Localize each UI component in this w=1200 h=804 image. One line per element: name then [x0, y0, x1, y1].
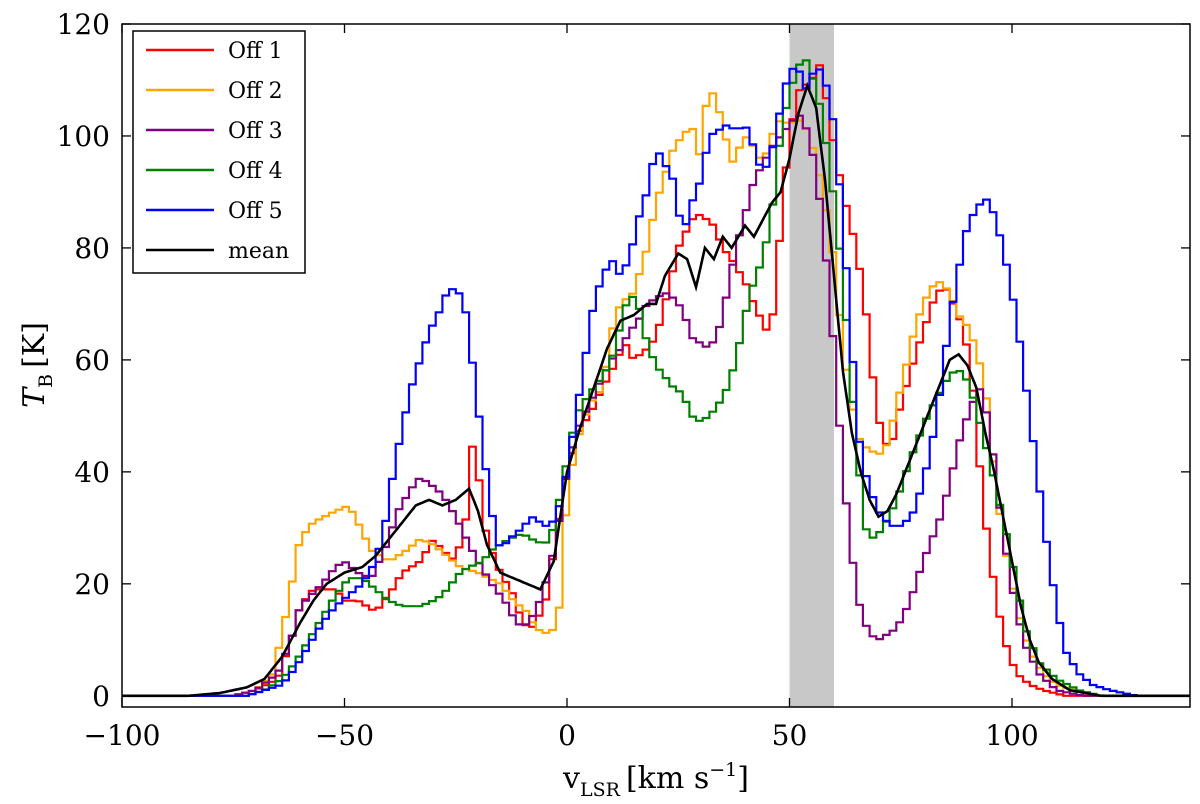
- y-tick-label: 0: [92, 680, 110, 713]
- series-line-off-5: [122, 67, 1190, 697]
- x-tick-label: −100: [84, 719, 161, 752]
- legend-label: Off 4: [228, 159, 283, 184]
- plot-frame: [121, 23, 1191, 708]
- legend-label: Off 5: [228, 199, 283, 224]
- series-line-off-3: [122, 114, 1190, 697]
- legend-label: mean: [228, 239, 289, 264]
- y-tick-label: 60: [74, 344, 110, 377]
- y-tick-label: 20: [74, 568, 110, 601]
- y-tick-label: 80: [74, 232, 110, 265]
- legend: Off 1 Off 2 Off 3 Off 4 Off 5 mean: [132, 30, 306, 274]
- legend-label: Off 3: [228, 119, 283, 144]
- x-axis-label: vLSR [km s−1]: [562, 759, 749, 801]
- shaded-velocity-band: [789, 24, 834, 707]
- x-tick-label: 100: [985, 719, 1038, 752]
- x-tick-label: −50: [315, 719, 374, 752]
- series-line-mean: [122, 81, 1190, 698]
- y-tick-label: 120: [57, 8, 110, 41]
- y-tick-label: 40: [74, 456, 110, 489]
- y-tick-label: 100: [57, 120, 110, 153]
- legend-label: Off 1: [228, 39, 283, 64]
- x-tick-label: 50: [772, 719, 808, 752]
- legend-label: Off 2: [228, 79, 283, 104]
- series-line-off-2: [122, 92, 1190, 697]
- x-tick-label: 0: [558, 719, 576, 752]
- legend-box: [132, 30, 306, 274]
- y-axis-label: TB[K]: [17, 322, 57, 408]
